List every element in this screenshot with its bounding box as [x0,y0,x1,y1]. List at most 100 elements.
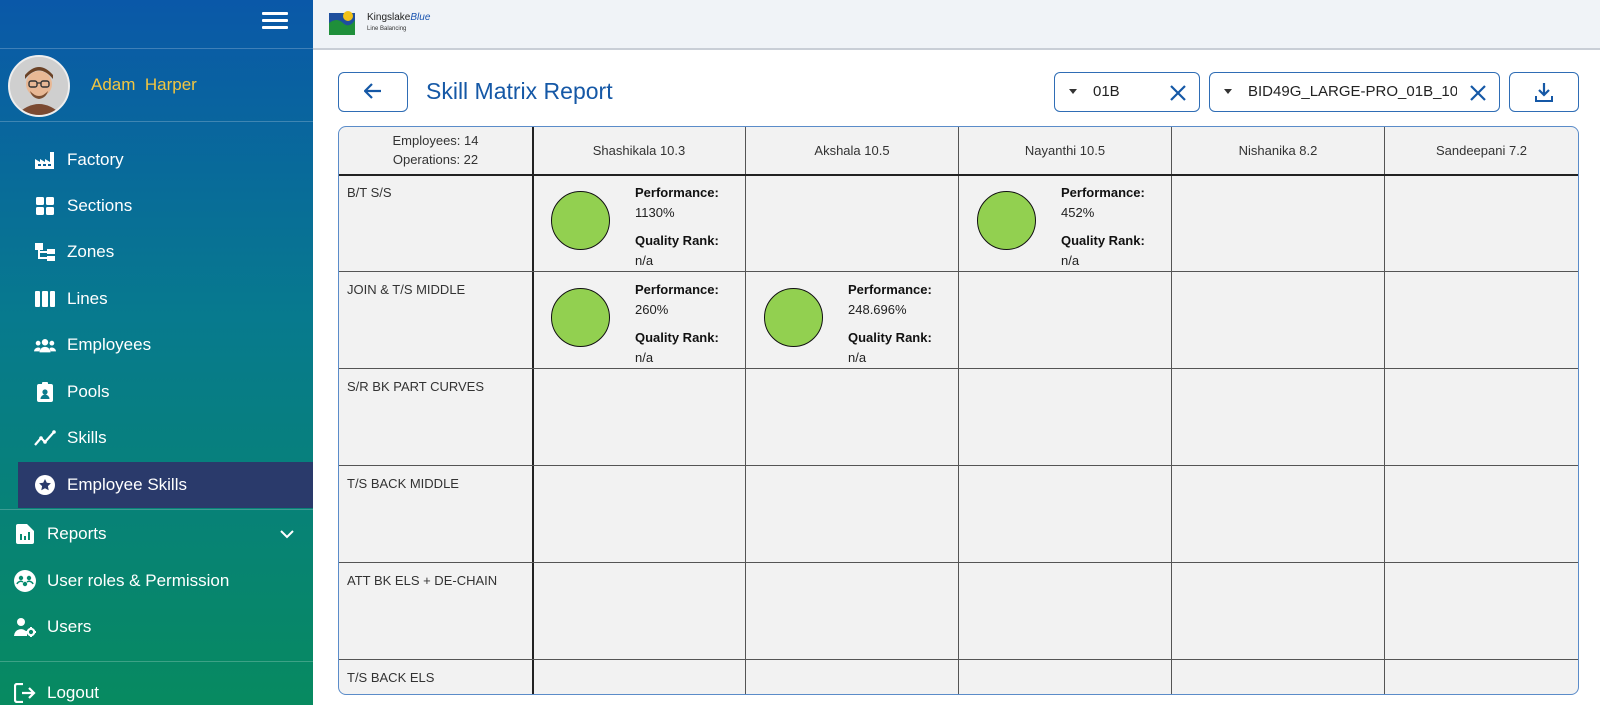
quality-label: Quality Rank: [635,233,719,248]
column-header: Sandeepani 7.2 [1435,143,1528,158]
employees-count: Employees: 14 [392,133,479,148]
sidebar-item-zones[interactable]: Zones [18,229,313,275]
sitemap-icon [34,241,56,263]
performance-value: 452% [1061,205,1095,220]
sidebar-item-user-roles[interactable]: User roles & Permission [0,558,313,604]
download-button[interactable] [1509,72,1579,112]
user-roles-icon [14,570,36,592]
logo-tagline: Line Balancing [367,26,407,32]
users-icon [34,334,56,356]
sidebar-item-label: Logout [47,683,99,702]
page-title: Skill Matrix Report [426,78,613,104]
sidebar-item-employees[interactable]: Employees [18,322,313,368]
sidebar-item-pools[interactable]: Pools [18,369,313,415]
top-bar: KingslakeBlue Line Balancing [313,0,1600,50]
sidebar-item-label: Lines [67,289,108,308]
skill-level-indicator [977,191,1036,250]
menu-toggle-icon[interactable] [262,11,288,31]
sidebar-item-reports[interactable]: Reports [0,511,313,557]
divider [0,661,313,662]
row-label: T/S BACK ELS [347,670,435,685]
quality-label: Quality Rank: [635,330,719,345]
performance-value: 248.696% [848,302,907,317]
logo-text: KingslakeBlue [367,12,431,23]
report-icon [14,523,36,545]
style-select-value: BID49G_LARGE-PRO_01B_10 [1248,83,1457,100]
column-header: Nayanthi 10.5 [1024,143,1106,158]
quality-value: n/a [1061,253,1080,268]
logo-mark-icon [329,11,355,35]
arrow-left-icon [364,83,381,99]
skill-cell[interactable]: Performance: 452% Quality Rank: n/a [959,175,1171,271]
sidebar-item-label: Users [47,617,92,636]
performance-value: 1130% [635,205,675,220]
clear-icon[interactable] [1169,84,1187,102]
sidebar-item-label: Skills [67,428,107,447]
row-label: B/T S/S [347,185,392,200]
company-logo[interactable]: KingslakeBlue Line Balancing [329,9,431,35]
skill-cell[interactable]: Performance: 1130% Quality Rank: n/a [533,175,745,271]
quality-label: Quality Rank: [848,330,932,345]
sidebar-item-skills[interactable]: Skills [18,415,313,461]
star-circle-icon [34,474,56,496]
sidebar-item-label: Factory [67,150,124,169]
quality-value: n/a [635,253,654,268]
download-icon [1535,83,1553,102]
factory-icon [34,149,56,171]
row-label: ATT BK ELS + DE-CHAIN [347,573,498,588]
skill-level-indicator [551,191,610,250]
quality-label: Quality Rank: [1061,233,1145,248]
sidebar-item-users[interactable]: Users [0,604,313,650]
column-header: Nishanika 8.2 [1238,143,1318,158]
sidebar-item-label: Employee Skills [67,475,187,494]
sidebar-item-employee-skills[interactable]: Employee Skills [18,462,313,508]
skill-level-indicator [764,288,823,347]
skill-cell[interactable]: Performance: 260% Quality Rank: n/a [533,272,745,368]
user-gear-icon [14,616,36,638]
sidebar-item-sections[interactable]: Sections [18,183,313,229]
row-label: T/S BACK MIDDLE [347,476,459,491]
divider [0,121,313,122]
sidebar-item-label: User roles & Permission [47,571,230,590]
chevron-down-icon [280,530,294,539]
logout-icon [14,682,36,704]
avatar [8,55,70,117]
sidebar-item-factory[interactable]: Factory [18,137,313,183]
skill-cell[interactable]: Performance: 248.696% Quality Rank: n/a [746,272,958,368]
sidebar: Adam Harper Factory Sections Zones Lines… [0,0,313,705]
sidebar-item-label: Employees [67,335,152,354]
chart-line-icon [34,427,56,449]
skill-level-indicator [551,288,610,347]
row-label: S/R BK PART CURVES [347,379,485,394]
column-header: Shashikala 10.3 [592,143,686,158]
performance-label: Performance: [635,282,719,297]
sidebar-item-label: Pools [67,382,110,401]
performance-label: Performance: [1061,185,1145,200]
columns-icon [34,288,56,310]
caret-down-icon [1069,89,1077,94]
sidebar-item-lines[interactable]: Lines [18,276,313,322]
line-select[interactable]: 01B [1054,72,1200,112]
quality-value: n/a [848,350,867,365]
clear-icon[interactable] [1469,84,1487,102]
matrix-summary: Employees: 14 Operations: 22 [339,127,532,174]
sidebar-item-label: Zones [67,242,115,261]
sidebar-item-label: Sections [67,196,133,215]
grid-icon [34,195,56,217]
sidebar-item-logout[interactable]: Logout [0,670,313,705]
column-header: Akshala 10.5 [814,143,890,158]
divider [0,48,313,49]
performance-value: 260% [635,302,669,317]
operations-count: Operations: 22 [392,152,479,167]
caret-down-icon [1224,89,1232,94]
back-button[interactable] [338,72,408,112]
quality-value: n/a [635,350,654,365]
id-badge-icon [34,381,56,403]
skill-matrix: Employees: 14 Operations: 22 Shashikala … [338,126,1579,695]
performance-label: Performance: [635,185,719,200]
sidebar-item-label: Reports [47,524,107,543]
performance-label: Performance: [848,282,932,297]
user-name[interactable]: Adam Harper [91,75,197,94]
row-label: JOIN & T/S MIDDLE [347,282,466,297]
style-select[interactable]: BID49G_LARGE-PRO_01B_10 [1209,72,1500,112]
